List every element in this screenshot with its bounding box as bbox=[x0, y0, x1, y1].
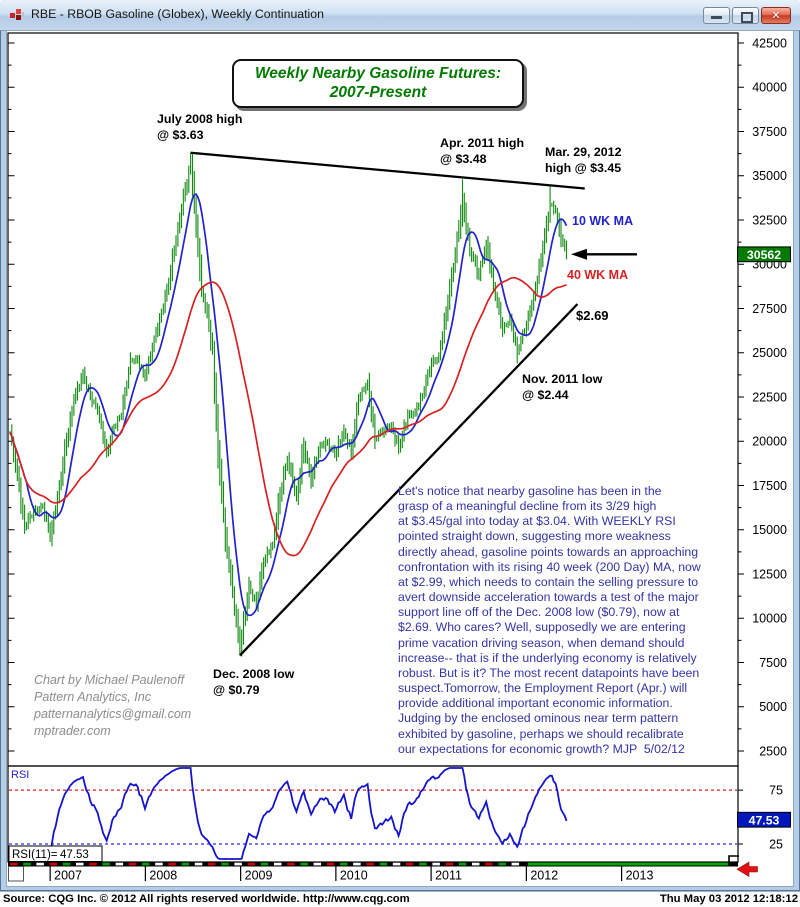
contract-dash bbox=[115, 862, 124, 866]
price-axis-label: 37500 bbox=[752, 125, 787, 139]
contract-dash bbox=[366, 862, 374, 866]
contract-dash bbox=[340, 862, 348, 866]
trendline-resistance bbox=[190, 151, 585, 190]
ma-line-40 bbox=[9, 276, 567, 557]
contract-dash bbox=[419, 862, 427, 866]
contract-dash bbox=[208, 862, 216, 866]
axis-step bbox=[728, 855, 739, 866]
price-axis-label: 12500 bbox=[752, 567, 787, 581]
price-axis: 4250040000375003500032500300002750025000… bbox=[8, 36, 787, 758]
contract-dash bbox=[128, 862, 137, 866]
rsi-badge bbox=[737, 811, 791, 828]
contract-dash bbox=[234, 862, 242, 866]
contract-dash bbox=[142, 862, 150, 866]
price-axis-label: 27500 bbox=[752, 302, 787, 316]
contract-dash bbox=[76, 862, 84, 866]
price-axis-label: 15000 bbox=[752, 523, 787, 537]
contract-dash bbox=[260, 862, 269, 866]
contract-dash bbox=[445, 862, 454, 866]
contract-dash bbox=[62, 862, 71, 866]
maximize-button[interactable] bbox=[732, 7, 759, 24]
candlestick-series bbox=[9, 152, 568, 657]
contract-dash bbox=[221, 862, 229, 866]
contract-dash bbox=[498, 862, 506, 866]
year-label: 2012 bbox=[530, 869, 558, 883]
contract-dash bbox=[23, 862, 31, 866]
price-axis-label: 40000 bbox=[752, 81, 787, 95]
price-axis-label: 32500 bbox=[752, 213, 787, 227]
close-button[interactable]: ✕ bbox=[761, 7, 791, 24]
rsi-readout-label: RSI(11)= bbox=[12, 849, 58, 861]
year-label: 2010 bbox=[340, 869, 368, 883]
contract-dash bbox=[36, 862, 44, 866]
year-label: 2008 bbox=[149, 869, 177, 883]
contract-dash bbox=[300, 862, 308, 866]
contract-dash bbox=[392, 862, 401, 866]
rsi-readout-value: 47.53 bbox=[60, 849, 89, 861]
rsi-panel-label: RSI bbox=[11, 769, 29, 781]
contract-dash bbox=[313, 862, 322, 866]
title-bar: RBE - RBOB Gasoline (Globex), Weekly Con… bbox=[0, 0, 800, 31]
contract-dash bbox=[511, 862, 520, 866]
close-icon: ✕ bbox=[771, 10, 781, 22]
rsi-badge-value: 47.53 bbox=[749, 813, 780, 827]
price-badge-value: 30562 bbox=[747, 248, 781, 262]
contract-dash bbox=[406, 862, 414, 866]
price-axis-label: 7500 bbox=[759, 656, 787, 670]
price-axis-label: 35000 bbox=[752, 169, 787, 183]
price-axis-label: 5000 bbox=[759, 700, 787, 714]
ma-line-10 bbox=[9, 193, 568, 617]
year-label: 2011 bbox=[435, 869, 462, 883]
contract-dash bbox=[485, 862, 493, 866]
contract-dash bbox=[181, 862, 190, 866]
contract-dash bbox=[247, 862, 256, 866]
cqg-logo-icon bbox=[9, 8, 24, 23]
minimize-icon bbox=[711, 16, 722, 19]
year-label: 2009 bbox=[245, 869, 273, 883]
price-axis-label: 17500 bbox=[752, 479, 787, 493]
status-source: Source: CQG Inc. © 2012 All rights reser… bbox=[3, 893, 410, 905]
price-axis-label: 2500 bbox=[759, 744, 787, 758]
trendline-support bbox=[239, 303, 579, 657]
price-axis-label: 10000 bbox=[752, 612, 787, 626]
contract-dash bbox=[89, 862, 97, 866]
contract-dash bbox=[379, 862, 388, 866]
contract-dash bbox=[274, 862, 282, 866]
price-axis-label: 22500 bbox=[752, 390, 787, 404]
contract-dash bbox=[458, 862, 467, 866]
rsi-axis-label: 25 bbox=[769, 838, 783, 852]
price-axis-label: 25000 bbox=[752, 346, 787, 360]
price-badge bbox=[737, 246, 791, 263]
status-bar: Source: CQG Inc. © 2012 All rights reser… bbox=[0, 891, 800, 907]
rsi-line bbox=[30, 767, 568, 860]
contract-dash bbox=[326, 862, 335, 866]
contract-dash bbox=[49, 862, 58, 866]
contract-dash bbox=[102, 862, 110, 866]
current-price-arrowhead-icon bbox=[571, 248, 587, 260]
scrollbar-thumb[interactable] bbox=[8, 866, 24, 882]
contract-dash bbox=[10, 862, 18, 866]
contract-dash bbox=[287, 862, 295, 866]
contract-dash bbox=[353, 862, 361, 866]
contract-dash bbox=[472, 862, 480, 866]
restore-icon bbox=[741, 12, 753, 23]
contract-dash bbox=[168, 862, 176, 866]
year-label: 2007 bbox=[54, 869, 82, 883]
price-axis-label: 20000 bbox=[752, 435, 787, 449]
price-axis-label: 42500 bbox=[752, 36, 787, 50]
scroll-right-more-data-arrow-icon[interactable] bbox=[736, 861, 758, 878]
contract-dash bbox=[155, 862, 163, 866]
active-contract-bar bbox=[528, 862, 729, 866]
contract-dash bbox=[194, 862, 203, 866]
rsi-axis-label: 75 bbox=[769, 784, 783, 798]
year-label: 2013 bbox=[626, 869, 654, 883]
minimize-button[interactable] bbox=[703, 7, 730, 24]
status-timestamp: Thu May 03 2012 12:18:12 bbox=[659, 893, 798, 905]
window-title: RBE - RBOB Gasoline (Globex), Weekly Con… bbox=[31, 7, 324, 21]
contract-dash bbox=[432, 862, 440, 866]
chart-canvas: 4250040000375003500032500300002750025000… bbox=[7, 32, 791, 883]
